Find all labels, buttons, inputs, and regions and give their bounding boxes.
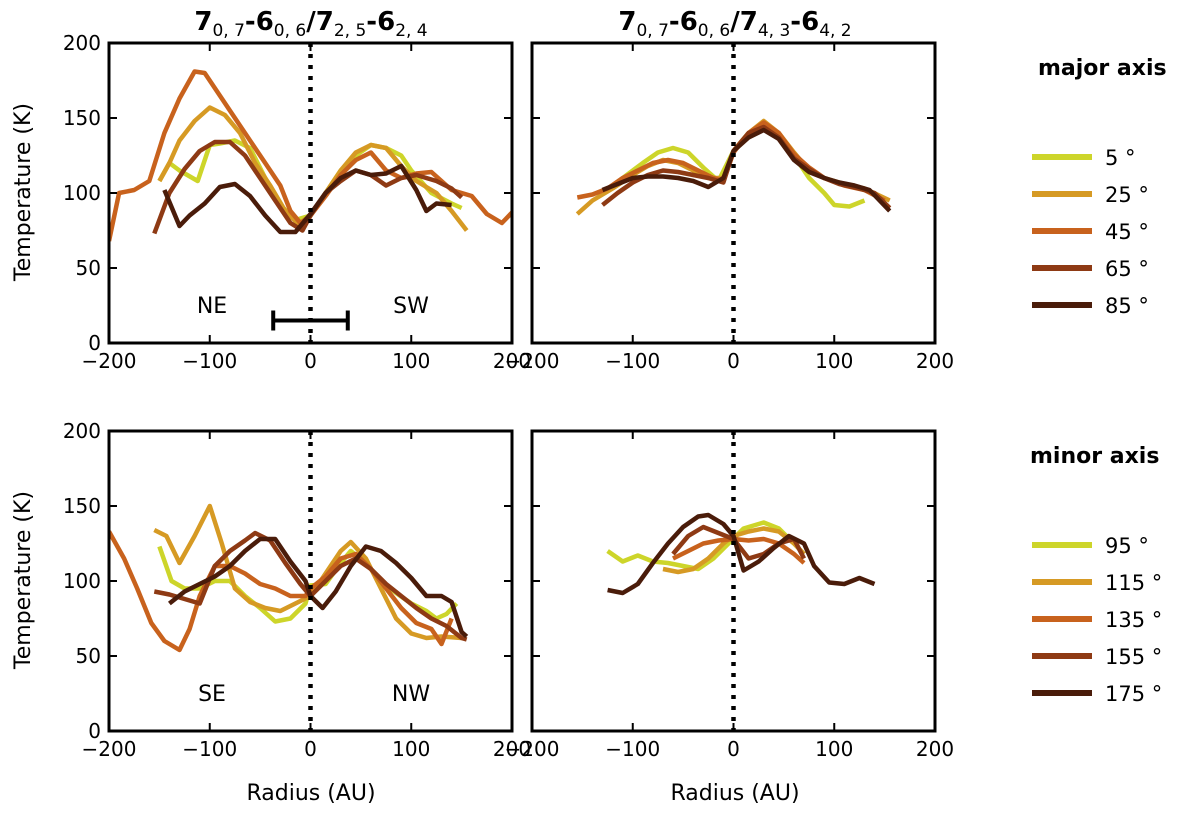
annotation-nw: NW bbox=[392, 682, 430, 707]
panel-top-right: −200 −100 0 100 200 bbox=[505, 41, 954, 373]
x-tick-label: 0 bbox=[304, 349, 317, 373]
x-tick-label: −100 bbox=[605, 349, 660, 373]
legend-major: major axis 5 ° 25 ° 45 ° 65 ° 85 ° bbox=[1032, 56, 1167, 318]
legend-label: 45 ° bbox=[1105, 220, 1149, 244]
x-tick-label: −200 bbox=[82, 349, 137, 373]
legend-label: 85 ° bbox=[1105, 294, 1149, 318]
x-tick-label: −100 bbox=[182, 349, 237, 373]
y-tick-label: 100 bbox=[63, 181, 101, 205]
x-axis-label-right: Radius (AU) bbox=[670, 781, 799, 806]
annotation-se: SE bbox=[198, 682, 226, 707]
y-axis-label-top: Temperature (K) bbox=[11, 103, 36, 282]
x-tick-label: −100 bbox=[605, 737, 660, 761]
y-tick-label: 200 bbox=[63, 31, 101, 55]
x-tick-label: 0 bbox=[727, 737, 740, 761]
series-line-4 bbox=[168, 536, 469, 639]
y-tick-label: 50 bbox=[76, 256, 101, 280]
legend-label: 25 ° bbox=[1105, 183, 1149, 207]
y-tick-label: 0 bbox=[88, 719, 101, 743]
series-line-2 bbox=[109, 530, 454, 653]
series-line-0 bbox=[157, 138, 463, 223]
x-tick-label: −200 bbox=[505, 349, 560, 373]
x-tick-label: 0 bbox=[304, 737, 317, 761]
series-line-1 bbox=[153, 503, 462, 641]
annotation-sw: SW bbox=[393, 294, 429, 319]
legend-label: 175 ° bbox=[1105, 682, 1162, 706]
series-line-0 bbox=[606, 520, 806, 572]
y-tick-label: 50 bbox=[76, 644, 101, 668]
x-tick-label: 200 bbox=[493, 349, 531, 373]
x-tick-label: 200 bbox=[916, 349, 954, 373]
x-tick-label: −200 bbox=[82, 737, 137, 761]
series-line-2 bbox=[672, 536, 806, 565]
legend-minor: minor axis 95 ° 115 ° 135 ° 155 ° 175 ° bbox=[1030, 444, 1162, 706]
x-tick-label: 100 bbox=[815, 737, 853, 761]
x-tick-label: −200 bbox=[505, 737, 560, 761]
x-tick-label: 0 bbox=[727, 349, 740, 373]
legend-major-title: major axis bbox=[1038, 56, 1167, 81]
legend-label: 5 ° bbox=[1105, 146, 1136, 170]
legend-label: 65 ° bbox=[1105, 257, 1149, 281]
series-line-3 bbox=[671, 524, 807, 561]
annotation-ne: NE bbox=[197, 294, 227, 319]
series-group bbox=[109, 503, 469, 653]
y-tick-label: 100 bbox=[63, 569, 101, 593]
x-tick-label: 100 bbox=[815, 349, 853, 373]
series-line-4 bbox=[601, 127, 892, 213]
x-tick-label: 100 bbox=[392, 349, 430, 373]
y-tick-label: 0 bbox=[88, 331, 101, 355]
x-axis-label-left: Radius (AU) bbox=[246, 781, 375, 806]
series-group bbox=[606, 512, 876, 596]
y-tick-label: 200 bbox=[63, 419, 101, 443]
panel-title-right: 70, 7-60, 6/74, 3-64, 2 bbox=[618, 7, 851, 41]
series-group bbox=[109, 69, 512, 242]
panel-title-left: 70, 7-60, 6/72, 5-62, 4 bbox=[194, 7, 427, 41]
series-line-4 bbox=[607, 512, 876, 596]
x-tick-label: 200 bbox=[493, 737, 531, 761]
x-tick-label: −100 bbox=[182, 737, 237, 761]
legend-label: 115 ° bbox=[1105, 571, 1162, 595]
y-axis-label-bottom: Temperature (K) bbox=[11, 491, 36, 670]
panel-bottom-right: −200 −100 0 100 200 bbox=[505, 429, 954, 761]
series-group bbox=[575, 118, 892, 216]
panel-top-left: −200 −100 0 100 200 0 50 100 150 200 bbox=[63, 31, 531, 373]
legend-minor-title: minor axis bbox=[1030, 444, 1159, 469]
x-tick-label: 100 bbox=[392, 737, 430, 761]
legend-label: 135 ° bbox=[1105, 608, 1162, 632]
x-tick-label: 200 bbox=[916, 737, 954, 761]
panel-bottom-left: −200 −100 0 100 200 0 50 100 150 200 bbox=[63, 419, 531, 761]
y-tick-label: 150 bbox=[63, 106, 101, 130]
legend-label: 155 ° bbox=[1105, 645, 1162, 669]
series-line-4 bbox=[162, 163, 452, 235]
scale-bar bbox=[271, 310, 350, 331]
y-tick-label: 150 bbox=[63, 494, 101, 518]
legend-label: 95 ° bbox=[1105, 534, 1149, 558]
